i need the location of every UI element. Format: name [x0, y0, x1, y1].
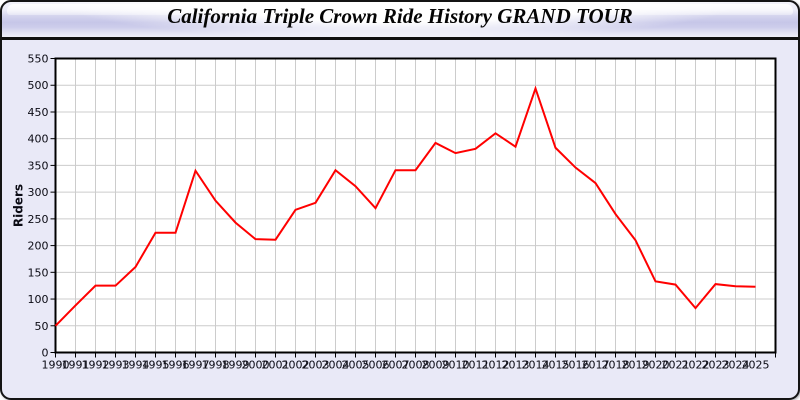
x-tick-label: 2003: [302, 359, 330, 372]
x-tick-label: 2007: [382, 359, 410, 372]
y-axis-title: Riders: [12, 184, 26, 227]
x-tick-label: 2001: [262, 359, 290, 372]
y-tick-label: 550: [28, 53, 49, 66]
x-tick-label: 2022: [682, 359, 710, 372]
x-tick-label: 2021: [662, 359, 690, 372]
y-tick-label: 200: [28, 240, 49, 253]
x-tick-label: 2011: [462, 359, 490, 372]
x-tick-label: 2025: [742, 359, 770, 372]
x-tick-label: 1994: [122, 359, 150, 372]
chart-title: California Triple Crown Ride History GRA…: [167, 4, 633, 28]
y-tick-label: 0: [42, 347, 49, 360]
x-tick-label: 2020: [642, 359, 670, 372]
y-tick-label: 100: [28, 293, 49, 306]
y-tick-label: 450: [28, 106, 49, 119]
x-tick-label: 2015: [542, 359, 570, 372]
x-tick-label: 1990: [42, 359, 70, 372]
x-tick-label: 2018: [602, 359, 630, 372]
x-tick-label: 2024: [722, 359, 750, 372]
x-tick-label: 1991: [62, 359, 90, 372]
x-tick-label: 2023: [702, 359, 730, 372]
x-tick-label: 2008: [402, 359, 430, 372]
titlebar-gloss: [7, 4, 793, 15]
x-tick-label: 2014: [522, 359, 550, 372]
x-tick-label: 2016: [562, 359, 590, 372]
y-tick-label: 300: [28, 186, 49, 199]
y-tick-label: 350: [28, 159, 49, 172]
y-tick-label: 500: [28, 79, 49, 92]
x-tick-label: 2019: [622, 359, 650, 372]
y-tick-label: 50: [35, 320, 49, 333]
x-tick-label: 1998: [202, 359, 230, 372]
data-line-riders: [54, 85, 756, 327]
y-tick-label: 150: [28, 266, 49, 279]
plot-border: [54, 57, 777, 354]
x-tick-label: 2000: [242, 359, 270, 372]
x-tick-label: 2013: [502, 359, 530, 372]
x-tick-label: 1999: [222, 359, 250, 372]
x-tick-label: 2010: [442, 359, 470, 372]
x-tick-label: 1996: [162, 359, 190, 372]
x-tick-label: 2012: [482, 359, 510, 372]
x-tick-label: 1995: [142, 359, 170, 372]
x-tick-label: 2009: [422, 359, 450, 372]
y-tick-label: 250: [28, 213, 49, 226]
x-tick-label: 2005: [342, 359, 370, 372]
x-tick-label: 1993: [102, 359, 130, 372]
y-tick-label: 400: [28, 133, 49, 146]
x-tick-label: 2004: [322, 359, 350, 372]
x-tick-label: 2006: [362, 359, 390, 372]
x-tick-label: 1992: [82, 359, 110, 372]
x-tick-label: 2017: [582, 359, 610, 372]
x-tick-label: 2002: [282, 359, 310, 372]
title-bar: California Triple Crown Ride History GRA…: [2, 2, 798, 40]
x-tick-label: 1997: [182, 359, 210, 372]
